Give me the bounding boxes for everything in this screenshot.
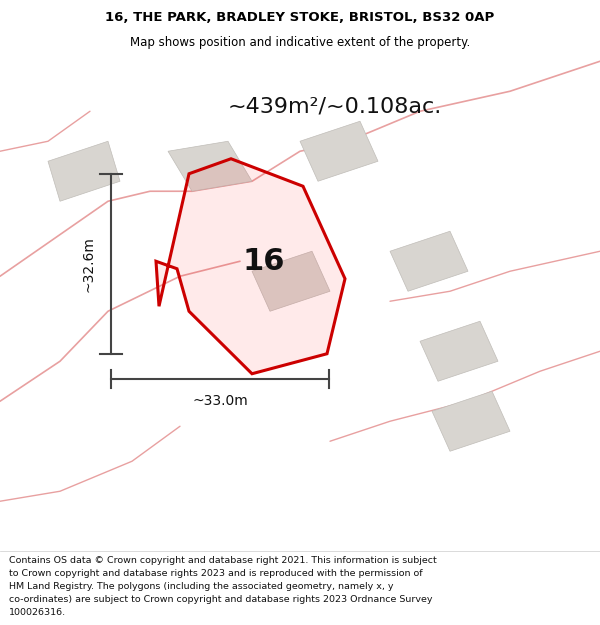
Text: 16: 16	[243, 247, 285, 276]
Text: Map shows position and indicative extent of the property.: Map shows position and indicative extent…	[130, 36, 470, 49]
Polygon shape	[300, 121, 378, 181]
Text: Contains OS data © Crown copyright and database right 2021. This information is : Contains OS data © Crown copyright and d…	[9, 556, 437, 566]
Polygon shape	[252, 251, 330, 311]
Polygon shape	[420, 321, 498, 381]
Polygon shape	[390, 231, 468, 291]
Text: HM Land Registry. The polygons (including the associated geometry, namely x, y: HM Land Registry. The polygons (includin…	[9, 582, 394, 591]
Text: to Crown copyright and database rights 2023 and is reproduced with the permissio: to Crown copyright and database rights 2…	[9, 569, 422, 578]
Polygon shape	[48, 141, 120, 201]
Polygon shape	[156, 159, 345, 374]
Polygon shape	[432, 391, 510, 451]
Text: ~439m²/~0.108ac.: ~439m²/~0.108ac.	[228, 96, 442, 116]
Text: co-ordinates) are subject to Crown copyright and database rights 2023 Ordnance S: co-ordinates) are subject to Crown copyr…	[9, 595, 433, 604]
Polygon shape	[168, 141, 252, 191]
Text: 16, THE PARK, BRADLEY STOKE, BRISTOL, BS32 0AP: 16, THE PARK, BRADLEY STOKE, BRISTOL, BS…	[106, 11, 494, 24]
Text: ~33.0m: ~33.0m	[192, 394, 248, 408]
Text: ~32.6m: ~32.6m	[82, 236, 96, 292]
Text: 100026316.: 100026316.	[9, 608, 66, 617]
